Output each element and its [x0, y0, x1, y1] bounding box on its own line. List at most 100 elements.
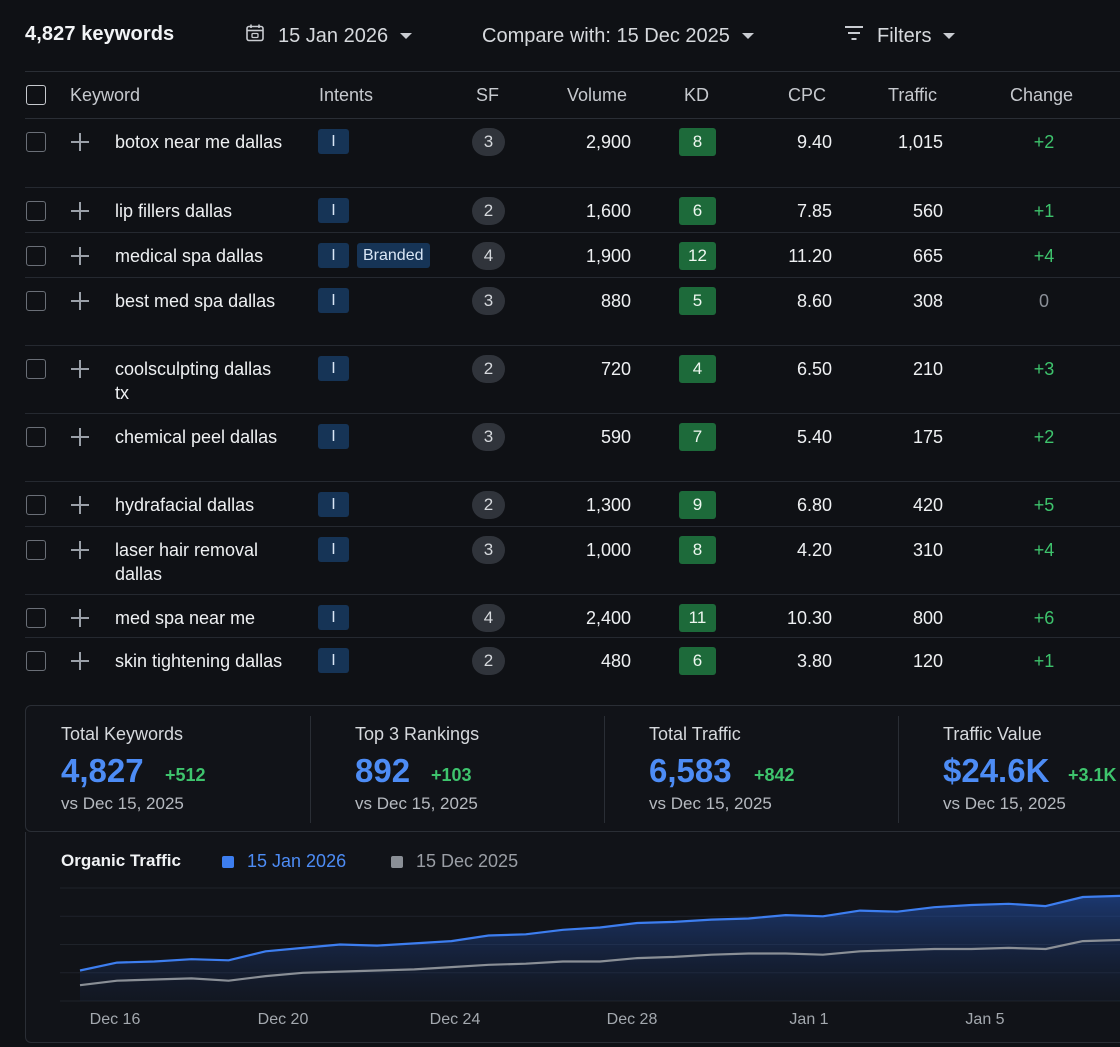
legend-previous[interactable]: 15 Dec 2025 — [391, 851, 518, 872]
row-checkbox[interactable] — [26, 495, 46, 515]
series-line-previous — [79, 938, 1120, 987]
row-checkbox[interactable] — [26, 359, 46, 379]
traffic-value: 665 — [912, 246, 943, 266]
row-checkbox[interactable] — [26, 608, 46, 628]
keyword-text[interactable]: laser hair removal dallas — [115, 540, 259, 584]
row-checkbox[interactable] — [26, 201, 46, 221]
volume-value: 2,900 — [585, 132, 631, 152]
table-row[interactable]: medical spa dallas I Branded 4 1,900 12 11.20 6… — [0, 233, 1120, 278]
change-value: +2 — [1033, 132, 1055, 152]
x-tick-label: Dec 28 — [606, 1011, 658, 1028]
x-tick-label: Jan 1 — [789, 1011, 829, 1028]
keyword-text[interactable]: chemical peel dallas — [115, 427, 278, 447]
table-row[interactable]: best med spa dallas I 3 880 5 8.60 308 0 — [0, 278, 1120, 346]
serp-features-count[interactable]: 2 — [472, 197, 505, 225]
keyword-text[interactable]: skin tightening dallas — [115, 651, 283, 671]
cpc-value: 7.85 — [796, 201, 832, 221]
table-row[interactable]: coolsculpting dallas tx I 2 720 4 6.50 210 +3 — [0, 346, 1120, 414]
row-divider — [25, 526, 1120, 527]
table-row[interactable]: skin tightening dallas I 2 480 6 3.80 120 +1 — [0, 638, 1120, 698]
filters-label: Filters — [877, 24, 932, 47]
cpc-value: 3.80 — [796, 651, 832, 671]
column-header-sf[interactable]: SF — [476, 85, 500, 105]
serp-features-count[interactable]: 4 — [472, 604, 505, 632]
keyword-text[interactable]: medical spa dallas — [115, 246, 264, 266]
keyword-text[interactable]: hydrafacial dallas — [115, 495, 255, 515]
serp-features-count[interactable]: 2 — [472, 491, 505, 519]
serp-features-count[interactable]: 3 — [472, 536, 505, 564]
column-header-change[interactable]: Change — [1010, 85, 1074, 105]
stat-top3-rankings: Top 3 Rankings 892 +103 vs Dec 15, 2025 — [320, 706, 604, 831]
area-current — [80, 895, 1120, 1001]
keyword-text[interactable]: lip fillers dallas — [115, 201, 233, 221]
organic-traffic-chart — [60, 887, 1120, 1002]
keyword-text[interactable]: botox near me dallas — [115, 132, 283, 152]
compare-date-button[interactable]: Compare with: 15 Dec 2025 — [482, 22, 754, 50]
row-checkbox[interactable] — [26, 651, 46, 671]
change-value: +2 — [1033, 427, 1055, 447]
row-divider — [25, 481, 1120, 482]
add-icon[interactable] — [71, 360, 89, 378]
row-divider — [25, 187, 1120, 188]
kd-badge: 11 — [679, 604, 716, 632]
serp-features-count[interactable]: 3 — [472, 423, 505, 451]
table-row[interactable]: laser hair removal dallas I 3 1,000 8 4.20 310… — [0, 527, 1120, 595]
table-row[interactable]: botox near me dallas I 3 2,900 8 9.40 1,015 +2 — [0, 119, 1120, 188]
serp-features-count[interactable]: 2 — [472, 647, 505, 675]
traffic-value: 175 — [912, 427, 943, 447]
series-line-current — [79, 894, 1120, 972]
keyword-text[interactable]: best med spa dallas — [115, 291, 276, 311]
chart-title: Organic Traffic — [61, 851, 181, 870]
select-all-checkbox[interactable] — [26, 85, 46, 105]
keyword-text[interactable]: coolsculpting dallas tx — [115, 359, 272, 403]
compare-label: Compare with: 15 Dec 2025 — [482, 24, 730, 47]
legend-current[interactable]: 15 Jan 2026 — [222, 851, 346, 872]
add-icon[interactable] — [71, 292, 89, 310]
row-checkbox[interactable] — [26, 246, 46, 266]
table-row[interactable]: hydrafacial dallas I 2 1,300 9 6.80 420 +5 — [0, 482, 1120, 527]
legend-label-previous: 15 Dec 2025 — [416, 851, 519, 871]
serp-features-count[interactable]: 3 — [472, 128, 505, 156]
traffic-value: 310 — [912, 540, 943, 560]
add-icon[interactable] — [71, 652, 89, 670]
date-picker-button[interactable]: 15 Jan 2026 — [245, 22, 413, 50]
kd-badge: 12 — [679, 242, 716, 270]
stat-value: 892 — [355, 752, 411, 789]
row-checkbox[interactable] — [26, 540, 46, 560]
row-checkbox[interactable] — [26, 132, 46, 152]
table-row[interactable]: chemical peel dallas I 3 590 7 5.40 175 +2 — [0, 414, 1120, 482]
table-row[interactable]: lip fillers dallas I 2 1,600 6 7.85 560 +1 — [0, 188, 1120, 233]
serp-features-count[interactable]: 2 — [472, 355, 505, 383]
add-icon[interactable] — [71, 202, 89, 220]
add-icon[interactable] — [71, 133, 89, 151]
add-icon[interactable] — [71, 609, 89, 627]
add-icon[interactable] — [71, 428, 89, 446]
kd-badge: 8 — [679, 128, 716, 156]
keyword-text[interactable]: med spa near me — [115, 608, 256, 628]
stat-comparison: vs Dec 15, 2025 — [943, 794, 1066, 813]
keyword-count: 4,827 keywords — [25, 23, 175, 45]
add-icon[interactable] — [71, 247, 89, 265]
serp-features-count[interactable]: 4 — [472, 242, 505, 270]
row-checkbox[interactable] — [26, 291, 46, 311]
x-tick-label: Jan 5 — [965, 1011, 1005, 1028]
add-icon[interactable] — [71, 541, 89, 559]
row-checkbox[interactable] — [26, 427, 46, 447]
table-row[interactable]: med spa near me I 4 2,400 11 10.30 800 +6 — [0, 595, 1120, 638]
row-divider — [25, 594, 1120, 595]
column-header-traffic[interactable]: Traffic — [888, 85, 938, 105]
column-header-cpc[interactable]: CPC — [788, 85, 827, 105]
calendar-icon — [245, 23, 265, 49]
cpc-value: 4.20 — [796, 540, 832, 560]
filters-button[interactable]: Filters — [843, 22, 956, 50]
serp-features-count[interactable]: 3 — [472, 287, 505, 315]
volume-value: 590 — [600, 427, 631, 447]
column-header-kd[interactable]: KD — [684, 85, 710, 105]
cpc-value: 6.80 — [796, 495, 832, 515]
add-icon[interactable] — [71, 496, 89, 514]
column-header-keyword[interactable]: Keyword — [70, 85, 141, 105]
column-header-intents[interactable]: Intents — [319, 85, 374, 105]
column-header-volume[interactable]: Volume — [567, 85, 628, 105]
legend-swatch-current — [222, 855, 234, 868]
intent-badge: I — [318, 605, 349, 630]
